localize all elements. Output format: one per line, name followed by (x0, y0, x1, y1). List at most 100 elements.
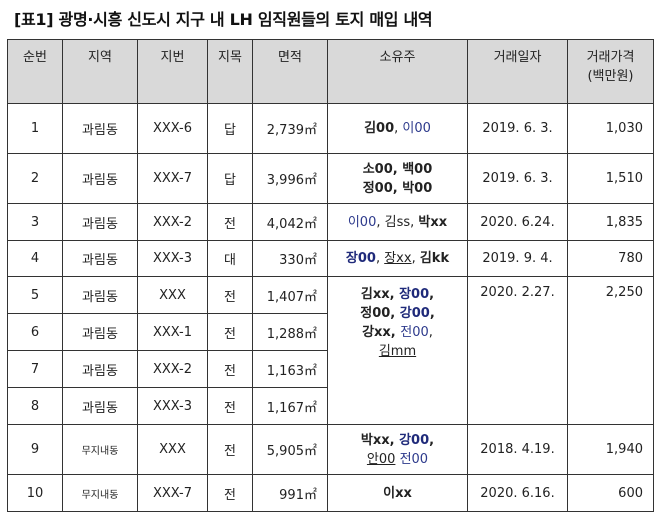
row-size: 1,288㎡ (252, 313, 328, 351)
owner-name: , (394, 121, 403, 136)
row-no: 4 (7, 240, 63, 277)
owner-name: 정00, (360, 306, 400, 321)
row-size: 3,996㎡ (252, 153, 328, 204)
size-unit: ㎡ (303, 123, 317, 138)
owner-name: 전00 (399, 451, 429, 467)
size-value: 1,167 (266, 400, 304, 416)
owner-name: 강00 (399, 306, 430, 321)
owner-name: 안00 (366, 451, 396, 467)
size-value: 2,739 (266, 123, 304, 138)
row-date: 2019. 6. 3. (467, 153, 568, 204)
owner-line: 강xx, 전00, (328, 323, 467, 342)
row-owners: 장00, 장xx, 김kk (327, 240, 468, 277)
size-unit: ㎡ (303, 326, 317, 342)
row-area: 과림동 (62, 240, 138, 277)
owner-name: 전00 (400, 325, 429, 340)
row-size: 1,407㎡ (252, 276, 328, 314)
header-area: 지역 (62, 39, 138, 104)
row-date: 2020. 2.27. (467, 276, 568, 425)
table-row: 10 무지내동 XXX-7 전 991㎡ 이xx 2020. 6.16. 600 (7, 474, 654, 512)
row-area: 과림동 (62, 203, 138, 241)
row-price: 780 (567, 240, 654, 277)
owner-name: 김mm (378, 344, 417, 359)
row-lot: XXX-3 (137, 240, 208, 277)
owner-name: 정00, 박00 (362, 180, 433, 196)
row-category: 전 (207, 387, 253, 425)
header-row: 순번 지역 지번 지목 면적 소유주 거래일자 거래가격 (백만원) (7, 39, 654, 104)
row-owners: 김xx, 장00, 정00, 강00, 강xx, 전00, 김mm (327, 276, 468, 425)
row-owners: 이00, 김ss, 박xx (327, 203, 468, 241)
row-price: 1,510 (567, 153, 654, 204)
owner-name: 강xx, (362, 325, 401, 340)
row-area: 과림동 (62, 103, 138, 154)
table-row: 3 과림동 XXX-2 전 4,042㎡ 이00, 김ss, 박xx 2020. 6.24.… (7, 203, 654, 241)
owner-name: 장xx (384, 251, 412, 266)
row-area: 과림동 (62, 313, 138, 351)
row-area: 무지내동 (62, 474, 138, 512)
owner-name: 김xx, (360, 287, 400, 302)
row-lot: XXX-3 (137, 387, 208, 425)
owner-line: 박xx, 강00, (328, 431, 467, 450)
row-price: 600 (567, 474, 654, 512)
owner-line: 정00, 박00 (328, 179, 467, 198)
row-area: 무지내동 (62, 424, 138, 475)
owner-name: 김kk (419, 251, 450, 266)
owner-name: 소00, 백00 (362, 161, 433, 177)
table-row: 5 과림동 XXX 전 1,407㎡ 김xx, 장00, 정00, 강00, 강xx, 전00… (7, 276, 654, 425)
row-lot: XXX-6 (137, 103, 208, 154)
header-owner: 소유주 (327, 39, 468, 104)
row-category: 대 (207, 240, 253, 277)
row-lot: XXX-1 (137, 313, 208, 351)
row-date: 2019. 9. 4. (467, 240, 568, 277)
row-no: 10 (7, 474, 63, 512)
row-lot: XXX (137, 424, 208, 475)
size-unit: ㎡ (303, 363, 317, 379)
size-value: 5,905 (266, 444, 304, 459)
row-date: 2020. 6.24. (467, 203, 568, 241)
size-value: 1,163 (266, 363, 304, 379)
table-row: 8 과림동 XXX-3 전 1,167㎡ (7, 387, 654, 425)
owner-name: 장00 (345, 251, 376, 266)
table-row: 9 무지내동 XXX 전 5,905㎡ 박xx, 강00, 안00 전00 2018. 4.1… (7, 424, 654, 475)
row-owners: 이xx (327, 474, 468, 512)
row-size: 1,163㎡ (252, 350, 328, 388)
header-category: 지목 (207, 39, 253, 104)
size-unit: ㎡ (303, 253, 317, 268)
table-row: 2 과림동 XXX-7 답 3,996㎡ 소00, 백00 정00, 박00 2019. 6.… (7, 153, 654, 204)
row-category: 전 (207, 276, 253, 314)
size-value: 1,288 (266, 326, 304, 342)
row-price: 2,250 (567, 276, 654, 425)
land-purchase-table: 순번 지역 지번 지목 면적 소유주 거래일자 거래가격 (백만원) 1 과림동 X… (7, 39, 654, 512)
size-value: 991 (279, 487, 304, 503)
owner-name: , 김ss, (376, 214, 419, 230)
owner-name: 김00 (364, 121, 395, 136)
owner-name: , (411, 251, 420, 266)
header-price: 거래가격 (백만원) (567, 39, 654, 104)
row-price: 1,940 (567, 424, 654, 475)
size-unit: ㎡ (303, 289, 317, 305)
owner-name: 이00 (347, 214, 377, 230)
owner-name: 강00 (399, 432, 430, 448)
row-category: 답 (207, 103, 253, 154)
row-category: 전 (207, 313, 253, 351)
owner-line: 장00, 장xx, 김kk (328, 249, 467, 268)
header-no: 순번 (7, 39, 63, 104)
row-no: 6 (7, 313, 63, 351)
header-price-unit: (백만원) (587, 69, 634, 84)
owner-name: 이xx (383, 485, 412, 501)
row-no: 8 (7, 387, 63, 425)
header-date: 거래일자 (467, 39, 568, 104)
row-price: 1,030 (567, 103, 654, 154)
size-value: 1,407 (266, 289, 304, 305)
table-row: 6 과림동 XXX-1 전 1,288㎡ (7, 313, 654, 351)
owner-line: 소00, 백00 (328, 160, 467, 179)
row-lot: XXX (137, 276, 208, 314)
row-size: 991㎡ (252, 474, 328, 512)
owner-line: 이00, 김ss, 박xx (328, 213, 467, 232)
owner-line: 정00, 강00, (328, 304, 467, 323)
header-price-label: 거래가격 (586, 50, 635, 65)
row-date: 2019. 6. 3. (467, 103, 568, 154)
owner-name: , (428, 325, 433, 340)
size-unit: ㎡ (303, 444, 317, 459)
row-category: 답 (207, 153, 253, 204)
